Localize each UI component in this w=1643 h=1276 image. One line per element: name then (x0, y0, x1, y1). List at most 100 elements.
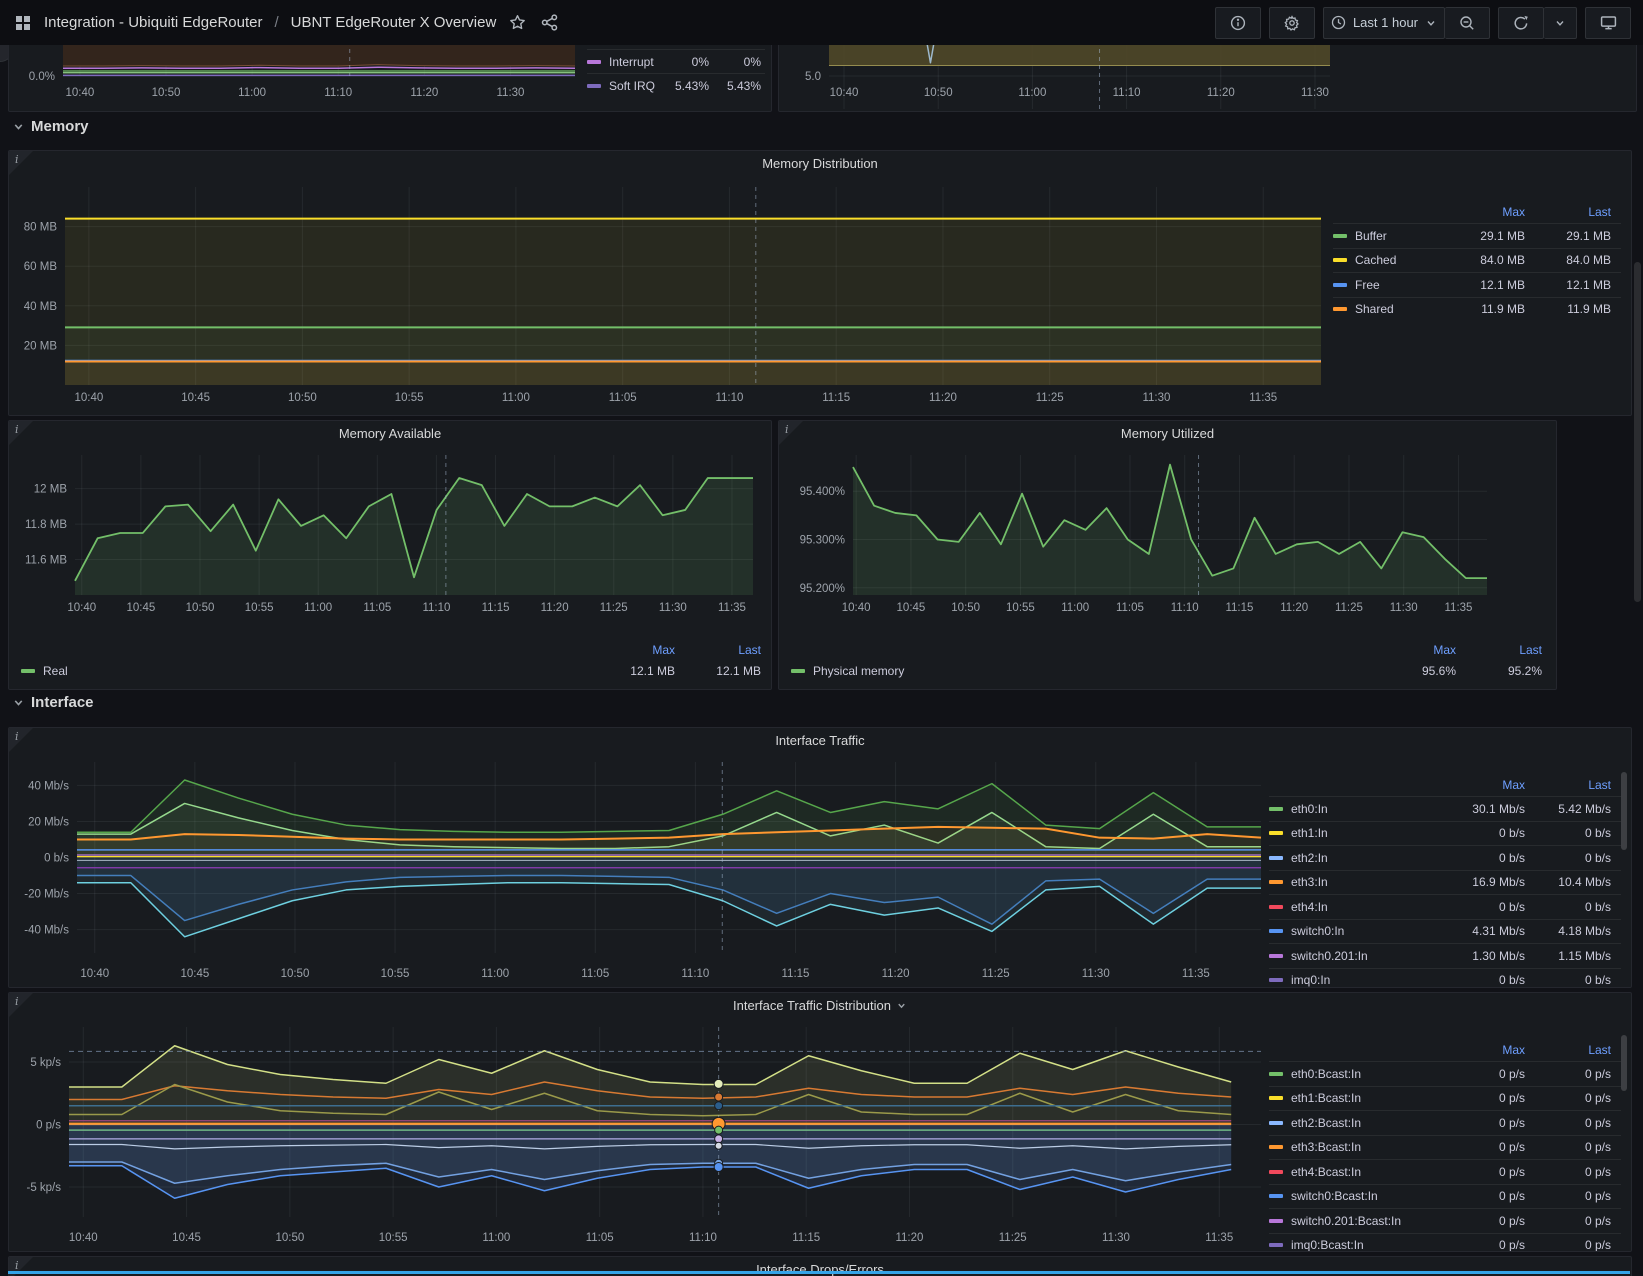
svg-text:10:40: 10:40 (74, 392, 103, 404)
legend-row[interactable]: eth3:Bcast:In0 p/s0 p/s (1269, 1135, 1621, 1160)
series-last-value: 0 p/s (1525, 1140, 1611, 1154)
legend-row[interactable]: eth0:Bcast:In0 p/s0 p/s (1269, 1061, 1621, 1086)
series-last-value: 84.0 MB (1525, 253, 1611, 267)
breadcrumb-dashboard-folder[interactable]: Integration - Ubiquiti EdgeRouter (44, 14, 262, 31)
legend-scrollbar-thumb[interactable] (1621, 772, 1627, 850)
legend-row[interactable]: switch0.201:Bcast:In0 p/s0 p/s (1269, 1208, 1621, 1233)
panel-title[interactable]: Memory Available (9, 426, 771, 441)
series-color-swatch (1269, 1072, 1283, 1076)
series-last-value: 95.2% (1456, 664, 1542, 678)
section-header-memory[interactable]: Memory (12, 118, 89, 135)
legend-row[interactable]: switch0.201:In1.30 Mb/s1.15 Mb/s (1269, 943, 1621, 968)
legend-row[interactable]: eth4:In0 b/s0 b/s (1269, 894, 1621, 919)
svg-text:-20 Mb/s: -20 Mb/s (24, 889, 69, 901)
memory-available-chart[interactable]: 10:4010:4510:5010:5511:0011:0511:1011:15… (11, 447, 763, 621)
series-label: eth0:In (1291, 802, 1445, 816)
legend-row[interactable]: eth0:In30.1 Mb/s5.42 Mb/s (1269, 796, 1621, 821)
tv-kiosk-button[interactable] (1585, 7, 1631, 39)
panel-title[interactable]: Interface Traffic (9, 733, 1631, 748)
star-icon[interactable] (506, 12, 528, 34)
dashboard-settings-button[interactable] (1269, 7, 1315, 39)
legend-row[interactable]: eth2:Bcast:In0 p/s0 p/s (1269, 1110, 1621, 1135)
series-color-swatch (21, 669, 35, 673)
series-label: Cached (1355, 253, 1445, 267)
series-label: eth3:Bcast:In (1291, 1140, 1445, 1154)
legend-header: MaxLast (1269, 1039, 1621, 1061)
interface-traffic-chart[interactable]: 10:4010:4510:5010:5511:0011:0511:1011:15… (13, 754, 1267, 987)
legend-col-max[interactable]: Max (1445, 1043, 1525, 1057)
legend-row[interactable]: Shared11.9 MB11.9 MB (1333, 297, 1621, 322)
series-label: switch0:Bcast:In (1291, 1189, 1445, 1203)
series-max-value: 1.30 Mb/s (1445, 949, 1525, 963)
legend-col-max[interactable]: Max (1445, 778, 1525, 792)
load-chart[interactable]: 10:4010:5011:0011:1011:2011:305.0 (783, 39, 1343, 109)
panel-title[interactable]: Memory Distribution (9, 156, 1631, 171)
series-label: switch0.201:In (1291, 949, 1445, 963)
panel-title[interactable]: Interface Traffic Distribution (9, 998, 1631, 1013)
refresh-interval-dropdown[interactable] (1544, 7, 1577, 39)
series-max-value: 0 b/s (1445, 851, 1525, 865)
legend-row[interactable]: imq0:Bcast:In0 p/s0 p/s (1269, 1233, 1621, 1253)
legend-row[interactable]: eth1:In0 b/s0 b/s (1269, 821, 1621, 846)
series-color-swatch (1269, 1194, 1283, 1198)
chevron-down-icon (12, 696, 25, 709)
legend-row[interactable]: eth1:Bcast:In0 p/s0 p/s (1269, 1086, 1621, 1111)
legend-row[interactable]: Free12.1 MB12.1 MB (1333, 272, 1621, 297)
svg-text:10:40: 10:40 (66, 87, 95, 99)
series-max-value: 0 p/s (1445, 1067, 1525, 1081)
legend-row[interactable]: eth4:Bcast:In0 p/s0 p/s (1269, 1159, 1621, 1184)
legend-col-last[interactable]: Last (1456, 643, 1542, 657)
series-max-value: 4.31 Mb/s (1445, 924, 1525, 938)
legend-row[interactable]: eth2:In0 b/s0 b/s (1269, 845, 1621, 870)
cpu-usage-chart[interactable]: 10:4010:5011:0011:1011:2011:300.0% (13, 39, 579, 109)
apps-grid-icon[interactable] (12, 12, 34, 34)
svg-text:10:55: 10:55 (1006, 602, 1035, 614)
legend-col-last[interactable]: Last (1525, 1043, 1611, 1057)
legend-col-last[interactable]: Last (675, 643, 761, 657)
legend-scrollbar-thumb[interactable] (1621, 1035, 1627, 1091)
refresh-button[interactable] (1498, 7, 1544, 39)
breadcrumb-dashboard-name[interactable]: UBNT EdgeRouter X Overview (291, 14, 497, 31)
legend-row[interactable]: Soft IRQ5.43%5.43% (587, 73, 765, 97)
legend-row[interactable]: Buffer29.1 MB29.1 MB (1333, 223, 1621, 248)
memory-utilized-chart[interactable]: 10:4010:4510:5010:5511:0011:0511:1011:15… (781, 447, 1542, 621)
panel-title[interactable]: Memory Utilized (779, 426, 1556, 441)
panel-memory-distribution: i Memory Distribution 10:4010:4510:5010:… (8, 150, 1632, 416)
svg-text:11:25: 11:25 (999, 1232, 1027, 1244)
legend-row[interactable]: switch0:Bcast:In0 p/s0 p/s (1269, 1184, 1621, 1209)
memory-distribution-chart[interactable]: 10:4010:4510:5010:5511:0011:0511:1011:15… (13, 177, 1327, 411)
time-zoom-out-button[interactable] (1445, 7, 1490, 39)
svg-text:11:30: 11:30 (1082, 968, 1110, 980)
series-label: eth4:Bcast:In (1291, 1165, 1445, 1179)
legend-col-max[interactable]: Max (1376, 643, 1456, 657)
share-icon[interactable] (538, 12, 560, 34)
legend-row[interactable]: Interrupt0%0% (587, 49, 765, 73)
svg-text:60 MB: 60 MB (24, 261, 58, 273)
interface-traffic-distribution-legend: MaxLasteth0:Bcast:In0 p/s0 p/seth1:Bcast… (1269, 1039, 1621, 1252)
series-last-value: 5.42 Mb/s (1525, 802, 1611, 816)
series-color-swatch (1269, 929, 1283, 933)
breadcrumb-separator: / (272, 14, 280, 31)
legend-row[interactable]: imq0:In0 b/s0 b/s (1269, 968, 1621, 989)
legend-col-max[interactable]: Max (595, 643, 675, 657)
page-scrollbar-thumb[interactable] (1634, 262, 1641, 602)
svg-text:11:05: 11:05 (586, 1232, 614, 1244)
section-header-interface[interactable]: Interface (12, 694, 94, 711)
legend-col-max[interactable]: Max (1445, 205, 1525, 219)
legend-row[interactable]: Cached84.0 MB84.0 MB (1333, 248, 1621, 273)
svg-text:11:35: 11:35 (718, 602, 746, 614)
legend-row[interactable]: Physical memory95.6%95.2% (791, 659, 1542, 683)
svg-text:11:25: 11:25 (1036, 392, 1064, 404)
dashboard-info-button[interactable] (1215, 7, 1261, 39)
legend-row[interactable]: eth3:In16.9 Mb/s10.4 Mb/s (1269, 870, 1621, 895)
legend-col-last[interactable]: Last (1525, 778, 1611, 792)
series-label: Real (43, 664, 595, 678)
legend-col-last[interactable]: Last (1525, 205, 1611, 219)
legend-row[interactable]: switch0:In4.31 Mb/s4.18 Mb/s (1269, 919, 1621, 944)
series-last-value: 0 p/s (1525, 1189, 1611, 1203)
svg-text:11:15: 11:15 (782, 968, 810, 980)
time-range-picker[interactable]: Last 1 hour (1323, 7, 1445, 39)
legend-row[interactable]: Real12.1 MB12.1 MB (21, 659, 761, 683)
chevron-down-icon (896, 1000, 907, 1011)
interface-traffic-distribution-chart[interactable]: 10:4010:4510:5010:5511:0011:0511:1011:15… (13, 1019, 1267, 1251)
